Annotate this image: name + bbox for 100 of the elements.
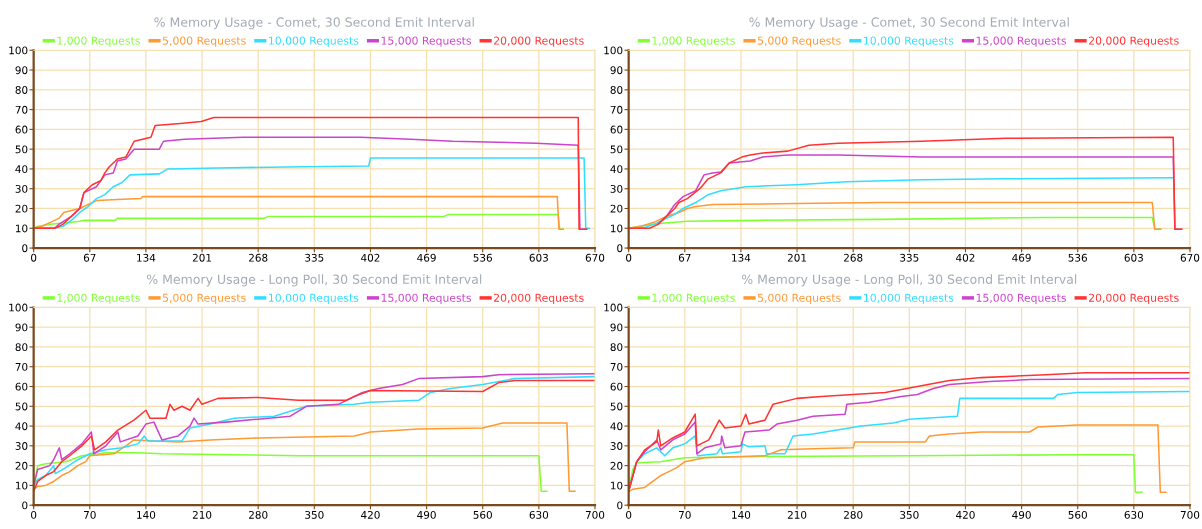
y-tick-label: 90 [610, 66, 623, 75]
x-tick-label: 469 [417, 253, 436, 262]
x-tick-label: 536 [1068, 253, 1087, 262]
y-tick-label: 40 [15, 165, 28, 174]
y-tick-label: 100 [604, 46, 623, 55]
y-tick-label: 10 [15, 224, 28, 233]
y-tick-label: 70 [610, 105, 623, 114]
y-tick-label: 30 [610, 184, 623, 193]
legend-label: 15,000 Requests [381, 293, 472, 304]
y-tick-label: 100 [9, 303, 28, 312]
y-tick-label: 50 [15, 145, 28, 154]
legend-label: 5,000 Requests [162, 293, 246, 304]
y-tick-label: 70 [15, 362, 28, 371]
x-tick-label: 335 [305, 253, 324, 262]
x-tick-label: 140 [137, 510, 156, 519]
y-tick-label: 60 [610, 125, 623, 134]
line-series [33, 195, 564, 231]
x-tick-label: 280 [249, 510, 268, 519]
x-tick-label: 0 [31, 510, 37, 519]
x-tick-label: 420 [956, 510, 975, 519]
legend-label: 1,000 Requests [652, 293, 735, 304]
y-tick-label: 0 [617, 244, 623, 253]
line-series [628, 424, 1167, 494]
x-tick-label: 490 [1012, 510, 1031, 519]
y-tick-label: 40 [15, 422, 28, 431]
legend-label: 20,000 Requests [1089, 36, 1179, 47]
legend-label: 20,000 Requests [1089, 293, 1179, 304]
x-tick-label: 670 [1180, 253, 1200, 262]
line-series [33, 116, 588, 231]
y-tick-label: 40 [610, 165, 623, 174]
x-tick-label: 280 [844, 510, 863, 519]
x-tick-label: 603 [529, 253, 548, 262]
legend-label: 20,000 Requests [494, 293, 584, 304]
legend-label: 5,000 Requests [757, 36, 841, 47]
legend-label: 20,000 Requests [494, 36, 584, 47]
legend-label: 1,000 Requests [57, 36, 140, 47]
x-tick-label: 67 [678, 253, 691, 262]
x-tick-label: 140 [732, 510, 751, 519]
legend-label: 10,000 Requests [269, 36, 359, 47]
y-tick-label: 60 [610, 382, 623, 391]
y-tick-label: 10 [610, 224, 623, 233]
y-tick-label: 100 [9, 46, 28, 55]
y-tick-label: 90 [15, 323, 28, 332]
y-tick-label: 80 [610, 86, 623, 94]
x-tick-label: 201 [787, 253, 807, 262]
y-tick-label: 80 [15, 343, 28, 352]
y-tick-label: 80 [610, 343, 623, 352]
x-tick-label: 70 [84, 510, 96, 519]
legend-label: 15,000 Requests [976, 293, 1067, 304]
y-tick-label: 50 [610, 402, 623, 411]
legend-label: 1,000 Requests [652, 36, 735, 47]
y-tick-label: 40 [610, 422, 623, 431]
x-tick-label: 134 [137, 253, 156, 262]
y-tick-label: 0 [617, 501, 623, 510]
y-tick-label: 30 [15, 442, 28, 450]
chart-title: % Memory Usage - Comet, 30 Second Emit Interval [749, 17, 1069, 30]
legend-label: 1,000 Requests [57, 293, 140, 304]
x-tick-label: 630 [1124, 510, 1144, 519]
legend-label: 10,000 Requests [864, 293, 954, 304]
x-tick-label: 0 [626, 510, 632, 519]
x-tick-label: 402 [956, 253, 975, 262]
x-tick-label: 268 [249, 253, 268, 262]
y-tick-label: 50 [15, 402, 28, 411]
y-tick-label: 100 [604, 303, 623, 312]
y-tick-label: 10 [15, 481, 28, 490]
y-tick-label: 70 [15, 105, 28, 114]
y-tick-label: 50 [610, 145, 623, 154]
legend-label: 5,000 Requests [757, 293, 841, 304]
y-tick-label: 20 [610, 204, 623, 213]
legend-label: 5,000 Requests [162, 36, 246, 47]
x-tick-label: 335 [900, 253, 919, 262]
line-series [628, 177, 1174, 230]
line-series [33, 452, 548, 493]
x-tick-label: 70 [679, 510, 691, 519]
x-tick-label: 630 [529, 510, 549, 519]
y-tick-label: 60 [15, 382, 28, 391]
x-tick-label: 350 [900, 510, 919, 519]
x-tick-label: 67 [83, 253, 96, 262]
x-tick-label: 560 [1068, 510, 1087, 519]
x-tick-label: 402 [361, 253, 380, 262]
x-tick-label: 210 [192, 510, 212, 519]
line-series [33, 422, 576, 493]
y-tick-label: 80 [15, 86, 28, 94]
chart-title: % Memory Usage - Long Poll, 30 Second Emit Interval [741, 274, 1077, 287]
x-tick-label: 201 [192, 253, 212, 262]
x-tick-label: 0 [626, 253, 632, 262]
x-tick-label: 560 [473, 510, 492, 519]
x-tick-label: 603 [1124, 253, 1143, 262]
legend-label: 15,000 Requests [381, 36, 472, 47]
x-tick-label: 134 [732, 253, 751, 262]
x-tick-label: 490 [417, 510, 436, 519]
y-tick-label: 60 [15, 125, 28, 134]
y-tick-label: 90 [15, 66, 28, 75]
x-tick-label: 700 [1180, 510, 1200, 519]
y-tick-label: 20 [610, 461, 623, 470]
y-tick-label: 0 [22, 501, 28, 510]
x-tick-label: 0 [31, 253, 37, 262]
x-tick-label: 670 [585, 253, 605, 262]
y-tick-label: 30 [15, 184, 28, 193]
y-tick-label: 30 [610, 442, 623, 450]
